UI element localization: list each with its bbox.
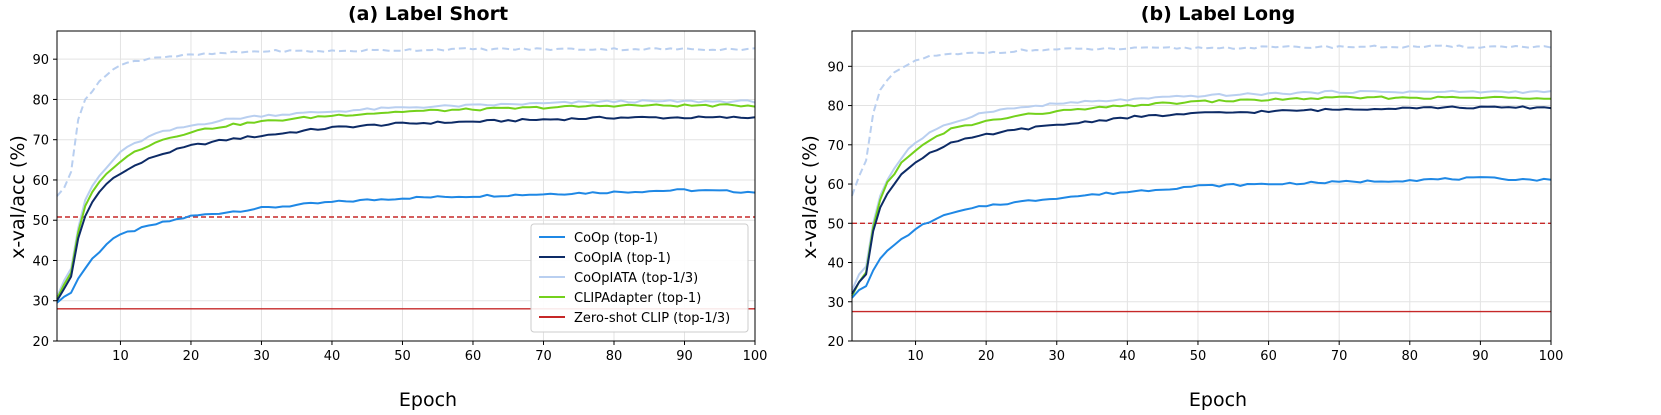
y-tick-label: 40 bbox=[32, 254, 49, 269]
y-tick-label: 60 bbox=[32, 174, 49, 189]
x-tick-label: 20 bbox=[183, 349, 200, 364]
x-tick-label: 90 bbox=[676, 349, 693, 364]
legend-label: CoOpIATA (top-1/3) bbox=[574, 271, 698, 286]
plot-frame bbox=[851, 30, 1552, 342]
legend-label: CoOp (top-1) bbox=[574, 231, 658, 246]
x-tick-label: 10 bbox=[907, 349, 924, 364]
x-tick-label: 70 bbox=[1331, 349, 1348, 364]
x-tick-label: 40 bbox=[1119, 349, 1136, 364]
series-lines bbox=[56, 47, 756, 304]
y-tick-label: 90 bbox=[32, 53, 49, 68]
y-tick-label: 30 bbox=[32, 295, 49, 310]
legend-box bbox=[530, 223, 749, 333]
y-tick-label: 50 bbox=[32, 214, 49, 229]
chart-title: (a) Label Short bbox=[348, 3, 508, 25]
ticks: 10 20 30 40 50 60 70 80 90 100 20 30 40 50 60 70 80 90 bbox=[32, 53, 767, 364]
x-tick-label: 30 bbox=[1048, 349, 1065, 364]
series-line bbox=[56, 103, 756, 300]
x-tick-label: 20 bbox=[978, 349, 995, 364]
y-tick-label: 20 bbox=[32, 335, 49, 350]
x-tick-label: 50 bbox=[394, 349, 411, 364]
series-line bbox=[851, 89, 1552, 291]
chart-panel-label-short: (a) Label Short 10 20 30 40 50 60 70 80 90 100 20 3… bbox=[7, 3, 767, 411]
x-tick-label: 100 bbox=[1539, 349, 1564, 364]
legend-label: CLIPAdapter (top-1) bbox=[574, 291, 701, 306]
y-tick-label: 50 bbox=[827, 217, 844, 232]
series-lines bbox=[851, 44, 1552, 299]
series-line bbox=[851, 44, 1552, 197]
ticks: 10 20 30 40 50 60 70 80 90 100 20 30 40 50 60 70 80 90 bbox=[827, 60, 1563, 364]
chart-panel-label-long: (b) Label Long 10 20 30 40 50 60 70 80 90 100 20 30… bbox=[799, 3, 1563, 411]
series-line bbox=[851, 105, 1552, 295]
series-line bbox=[56, 99, 756, 298]
x-tick-label: 90 bbox=[1472, 349, 1489, 364]
y-tick-label: 30 bbox=[827, 296, 844, 311]
chart-title: (b) Label Long bbox=[1141, 3, 1295, 25]
x-tick-label: 80 bbox=[1402, 349, 1419, 364]
plot-frame bbox=[56, 30, 756, 342]
x-tick-label: 30 bbox=[253, 349, 270, 364]
x-tick-label: 60 bbox=[465, 349, 482, 364]
x-axis-label: Epoch bbox=[1189, 389, 1247, 411]
series-line bbox=[851, 95, 1551, 297]
legend-label: Zero-shot CLIP (top-1/3) bbox=[574, 311, 730, 326]
legend: CoOp (top-1) CoOpIA (top-1) CoOpIATA (top-… bbox=[530, 223, 749, 333]
x-tick-label: 10 bbox=[112, 349, 129, 364]
y-tick-label: 80 bbox=[827, 100, 844, 115]
y-axis-label: x-val/acc (%) bbox=[799, 135, 821, 259]
x-tick-label: 60 bbox=[1260, 349, 1277, 364]
x-tick-label: 40 bbox=[324, 349, 341, 364]
x-tick-label: 70 bbox=[535, 349, 552, 364]
y-tick-label: 60 bbox=[827, 178, 844, 193]
y-tick-label: 40 bbox=[827, 257, 844, 272]
y-tick-label: 70 bbox=[827, 139, 844, 154]
legend-label: CoOpIA (top-1) bbox=[574, 251, 671, 266]
y-tick-label: 80 bbox=[32, 93, 49, 108]
series-line bbox=[56, 188, 756, 304]
y-tick-label: 20 bbox=[827, 335, 844, 350]
x-tick-label: 80 bbox=[606, 349, 623, 364]
y-tick-label: 70 bbox=[32, 134, 49, 149]
x-tick-label: 100 bbox=[743, 349, 768, 364]
y-tick-label: 90 bbox=[827, 60, 844, 75]
reference-lines bbox=[852, 222, 1551, 313]
series-line bbox=[56, 47, 756, 197]
series-line bbox=[56, 115, 756, 302]
x-axis-label: Epoch bbox=[399, 389, 457, 411]
x-tick-label: 50 bbox=[1190, 349, 1207, 364]
series-line bbox=[851, 176, 1552, 299]
y-axis-label: x-val/acc (%) bbox=[7, 135, 29, 259]
